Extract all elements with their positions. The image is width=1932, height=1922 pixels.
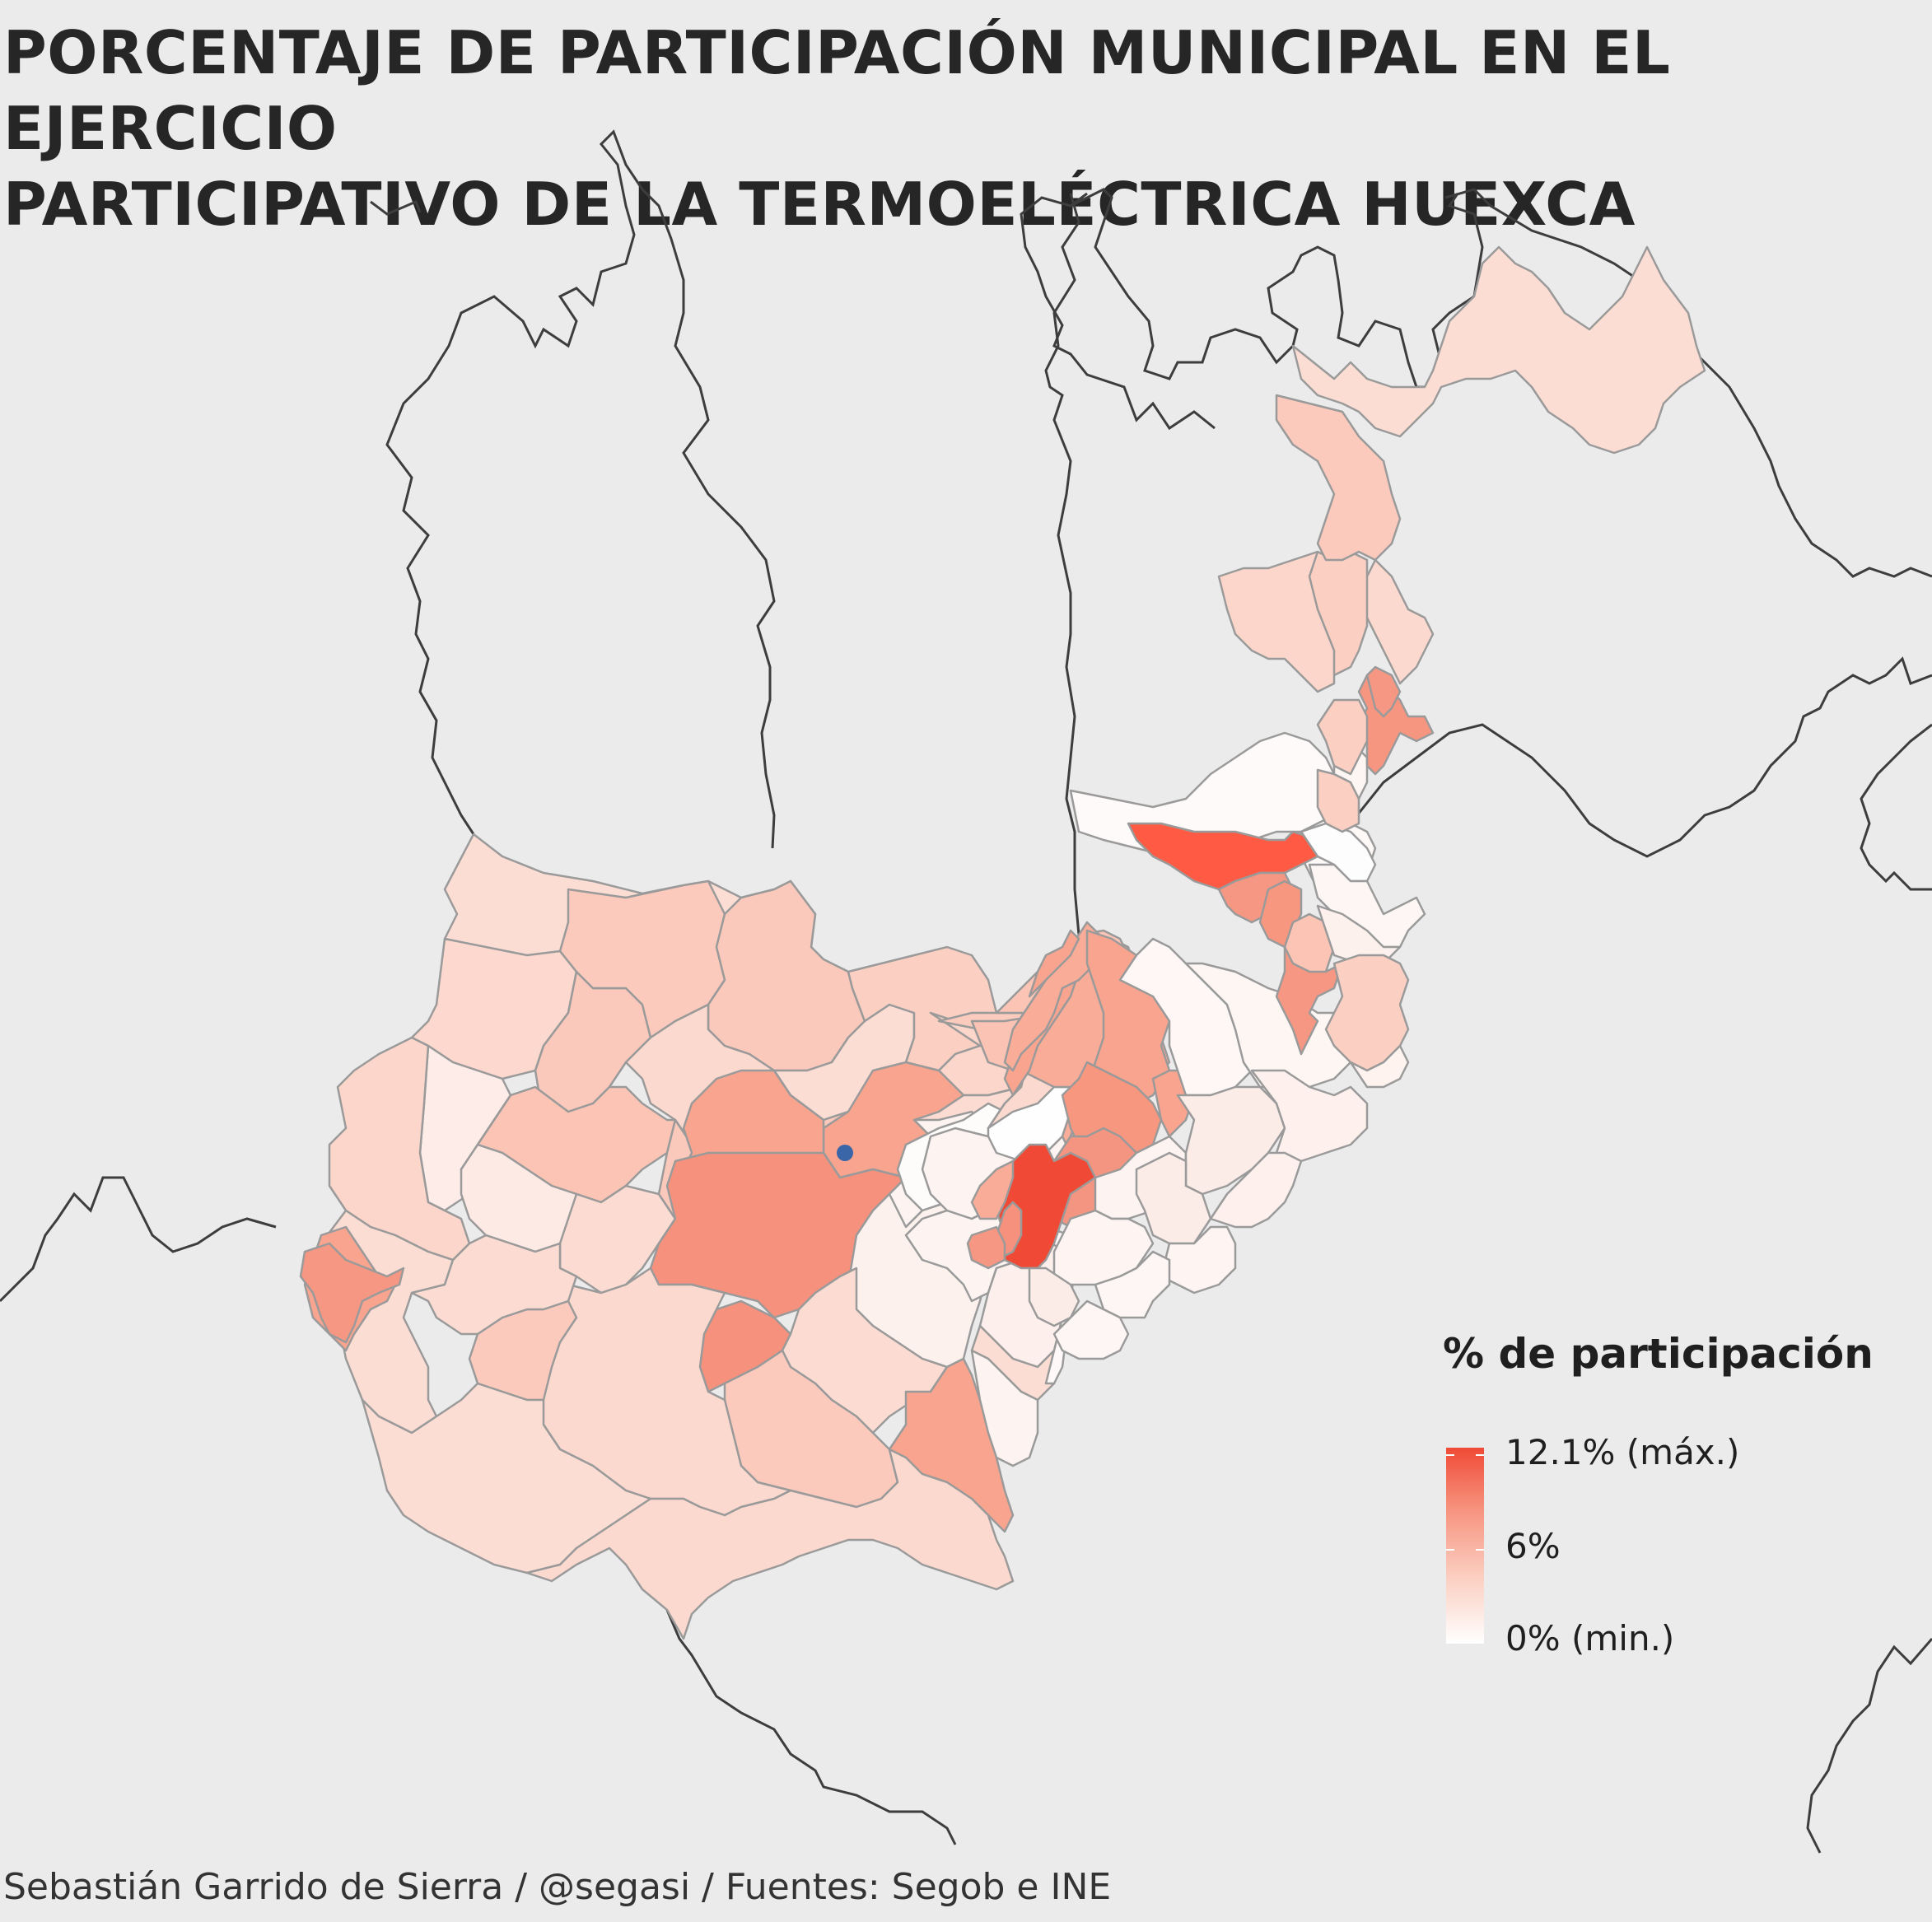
state-border-north-east [1444,188,1932,578]
legend-tick-mid-right [1476,1549,1484,1551]
legend-title: % de participación [1443,1330,1874,1378]
municipality [1365,665,1402,718]
legend-tick-min [1446,1641,1454,1643]
state-border-center [1044,193,1080,935]
municipalities [299,833,1080,1640]
municipalities-east [904,245,1706,1467]
map-title: PORCENTAJE DE PARTICIPACIÓN MUNICIPAL EN… [3,15,1914,242]
municipality [1291,245,1706,455]
plant-location-marker [837,1145,853,1161]
legend-tick-max-right [1476,1454,1484,1456]
municipality [1316,698,1369,776]
municipality [1209,1151,1303,1229]
municipality [966,1225,1006,1270]
legend-label-min: 0% (min.) [1505,1618,1675,1658]
state-border-west [0,1176,277,1303]
municipality [1357,558,1435,685]
municipality [1316,904,1402,965]
source-caption: Sebastián Garrido de Sierra / @segasi / … [3,1866,1112,1908]
municipality [1052,1299,1130,1360]
municipality [1160,1225,1237,1295]
legend: % de participación 12.1% (máx.) 6% 0% (m… [1443,1330,1904,1658]
legend-tick-max [1446,1454,1454,1456]
municipality [970,1349,1039,1467]
legend-tick-min-right [1476,1641,1484,1643]
municipality [1349,1044,1410,1089]
municipality [410,1234,578,1336]
legend-tick-mid [1446,1549,1454,1551]
municipality [299,1242,405,1344]
legend-label-mid: 6% [1505,1526,1561,1566]
legend-label-max: 12.1% (máx.) [1505,1432,1740,1472]
municipality [1275,945,1344,1056]
map-title-line-2: PARTICIPATIVO DE LA TERMOELÉCTRICA HUEXC… [3,170,1636,239]
state-border-right-edge [1806,723,1932,1854]
state-border-north [370,129,776,849]
municipality [1028,929,1080,998]
map-title-line-1: PORCENTAJE DE PARTICIPACIÓN MUNICIPAL EN… [3,18,1671,163]
municipality [707,879,866,1072]
municipality [1275,394,1402,562]
municipality [525,1448,1015,1640]
municipality [1184,962,1352,1089]
legend-color-bar [1446,1448,1484,1644]
municipality [1250,1069,1369,1163]
state-border-south [665,1609,957,1845]
municipality [1217,550,1336,693]
municipality [970,1159,1015,1220]
municipality [361,1382,652,1574]
